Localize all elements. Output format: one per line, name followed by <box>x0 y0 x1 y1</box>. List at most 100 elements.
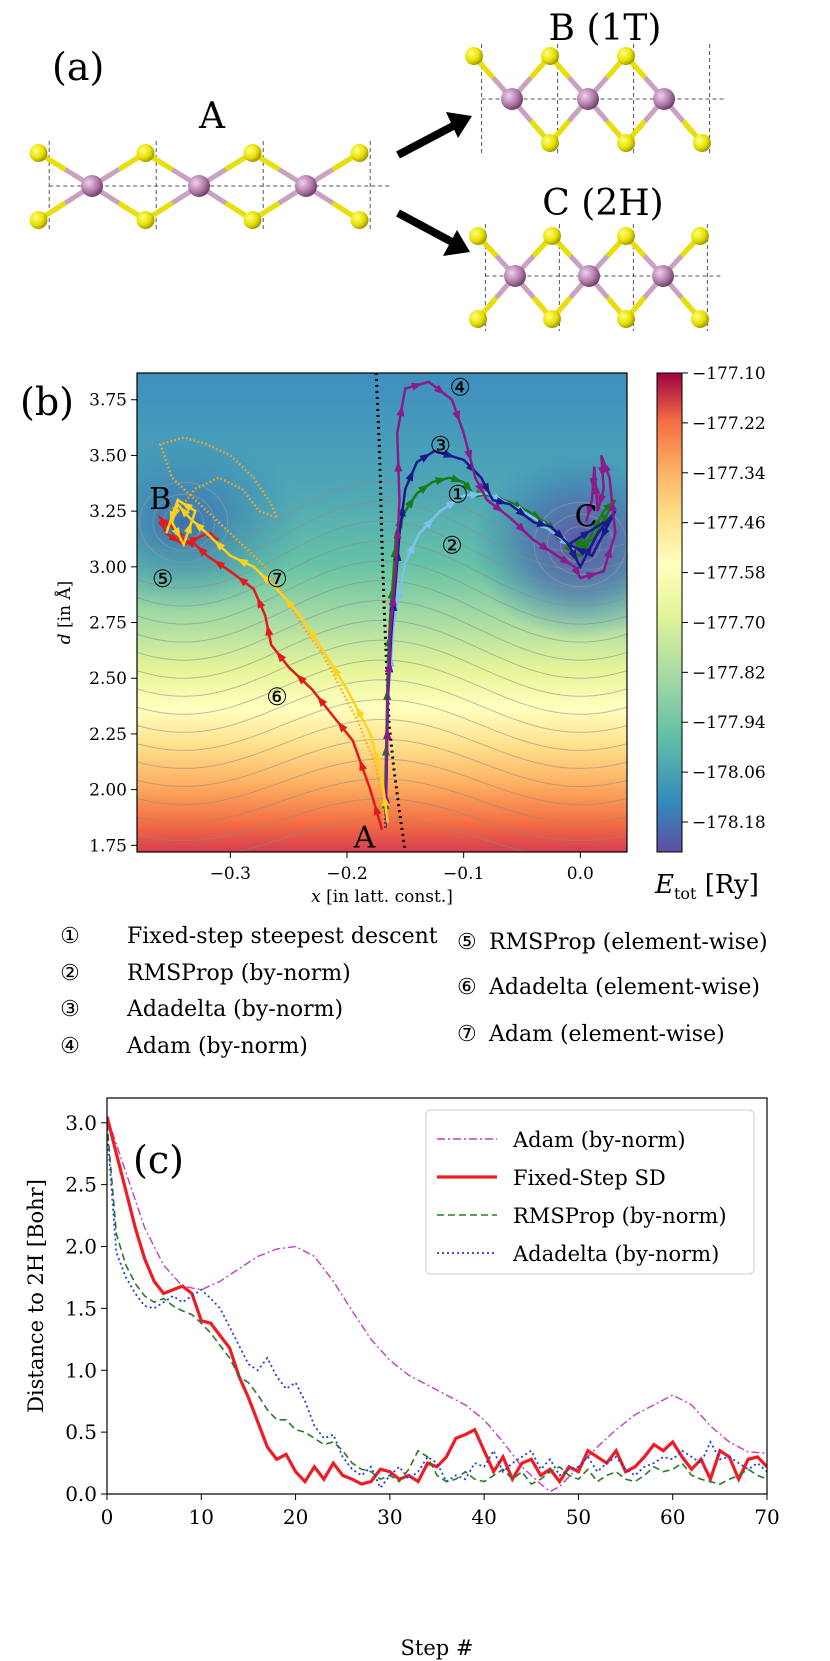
molybdenum-atom <box>504 265 526 287</box>
x-axis-label: x [in latt. const.] <box>311 887 453 907</box>
sulfur-atom <box>29 144 48 162</box>
colorbar: −177.10 −177.22 −177.34 −177.46 −177.58 −177.… <box>654 364 766 903</box>
legend-number: ① <box>60 924 80 949</box>
structure-a-molecule <box>29 141 392 232</box>
legend-text: Adadelta (element-wise) <box>488 975 760 1000</box>
legend-entry: Fixed-Step SD <box>513 1166 666 1190</box>
path-arrow <box>419 453 431 463</box>
path-line <box>158 436 387 830</box>
molybdenum-atom <box>653 88 675 110</box>
structure-a-label: A <box>198 96 226 137</box>
path-arrow <box>171 527 181 539</box>
colorbar-label: Etot [Ry] <box>654 870 759 903</box>
path-marker: ⑥ <box>266 683 288 711</box>
y-tick-label: 2.00 <box>89 781 127 801</box>
path-arrow <box>196 545 208 557</box>
x-axis-label: Step # <box>401 1636 474 1660</box>
y-tick-label: 3.50 <box>89 446 127 466</box>
y-tick-label: 3.75 <box>89 391 127 411</box>
path-arrow <box>600 527 610 539</box>
x-tick-label: 20 <box>283 1505 308 1529</box>
legend-entry: Adadelta (by-norm) <box>512 1242 719 1266</box>
path-arrow <box>443 450 455 458</box>
legend-number: ③ <box>60 997 80 1022</box>
path-arrow <box>276 651 287 663</box>
path-arrow <box>536 519 549 528</box>
sulfur-atom <box>350 144 369 162</box>
path-arrow <box>435 477 447 486</box>
legend-text: Adadelta (by-norm) <box>126 997 343 1022</box>
contour-line <box>234 818 530 852</box>
path-arrow <box>574 547 587 556</box>
panel-b-legend: ① Fixed-step steepest descent ② RMSProp (by… <box>60 924 767 1059</box>
molybdenum-atom <box>501 88 523 110</box>
plot-frame <box>136 372 628 853</box>
path-arrow <box>405 497 415 509</box>
x-tick-label: 70 <box>754 1505 779 1529</box>
path-arrow <box>559 555 571 565</box>
x-tick-label: 30 <box>377 1505 402 1529</box>
x-tick-label: 0 <box>101 1505 114 1529</box>
y-tick-label: 3.25 <box>89 502 127 522</box>
legend-number: ⑤ <box>457 930 477 955</box>
colorbar-label-var: E <box>654 870 674 900</box>
path-arrow <box>168 532 180 543</box>
x-tick-label: 0.0 <box>567 864 594 884</box>
path-arrow <box>295 674 307 685</box>
y-axis-label-var: d <box>55 633 75 644</box>
path-arrow <box>237 576 249 587</box>
molybdenum-atom <box>295 175 317 197</box>
y-tick-label: 2.0 <box>65 1235 97 1259</box>
path-arrow <box>394 586 403 599</box>
molybdenum-atom <box>578 265 600 287</box>
path-arrow <box>179 506 191 518</box>
molybdenum-atom <box>188 175 210 197</box>
x-tick-label: −0.3 <box>210 864 251 884</box>
colorbar-tick-label: −177.34 <box>692 464 766 484</box>
path-series <box>158 436 387 830</box>
structure-b-label: B (1T) <box>549 8 662 49</box>
path-arrow <box>592 482 601 495</box>
legend-text: Adam (by-norm) <box>126 1034 308 1059</box>
x-tick-label: 60 <box>660 1505 685 1529</box>
path-arrow <box>373 750 382 763</box>
point-label-a: A <box>353 821 376 856</box>
legend-entry: RMSProp (by-norm) <box>513 1204 727 1228</box>
path-arrow <box>157 519 166 532</box>
molybdenum-atom <box>652 265 674 287</box>
contour-line <box>137 798 627 842</box>
path-arrow <box>464 449 473 462</box>
path-arrow <box>206 530 219 540</box>
path-arrow <box>189 536 201 545</box>
colorbar-tick-label: −177.46 <box>692 514 766 534</box>
y-tick-label: 0.5 <box>65 1420 97 1444</box>
path-marker: ② <box>441 532 463 560</box>
transition-arrow-c <box>396 209 470 256</box>
legend-text: Fixed-step steepest descent <box>127 924 438 949</box>
colorbar-tick-label: −177.70 <box>692 613 766 633</box>
panel-a: (a) A B (1T) C (2H) <box>29 8 725 331</box>
contour-line <box>137 699 627 751</box>
path-arrow <box>469 490 482 499</box>
path-arrow <box>384 661 393 673</box>
x-tick-label: 50 <box>566 1505 591 1529</box>
path-arrow <box>193 521 205 532</box>
panel-c-legend: Adam (by-norm) Fixed-Step SD RMSProp (by-n… <box>425 1109 755 1275</box>
path-arrow <box>406 542 415 555</box>
path-arrow <box>433 384 446 395</box>
path-marker: ③ <box>430 431 452 459</box>
y-tick-label: 2.75 <box>89 614 127 634</box>
path-arrow <box>184 522 192 534</box>
y-tick-label: 1.75 <box>89 836 127 856</box>
colorbar-tick-label: −177.94 <box>692 713 766 733</box>
path-arrow <box>388 594 397 606</box>
path-arrow <box>452 410 460 423</box>
path-arrow <box>450 474 463 483</box>
path-arrow <box>553 529 565 540</box>
path-arrow <box>481 482 490 495</box>
sulfur-atom <box>543 227 561 245</box>
y-tick-label: 2.50 <box>89 669 127 689</box>
path-arrow <box>257 597 266 609</box>
path-arrow <box>393 527 402 539</box>
